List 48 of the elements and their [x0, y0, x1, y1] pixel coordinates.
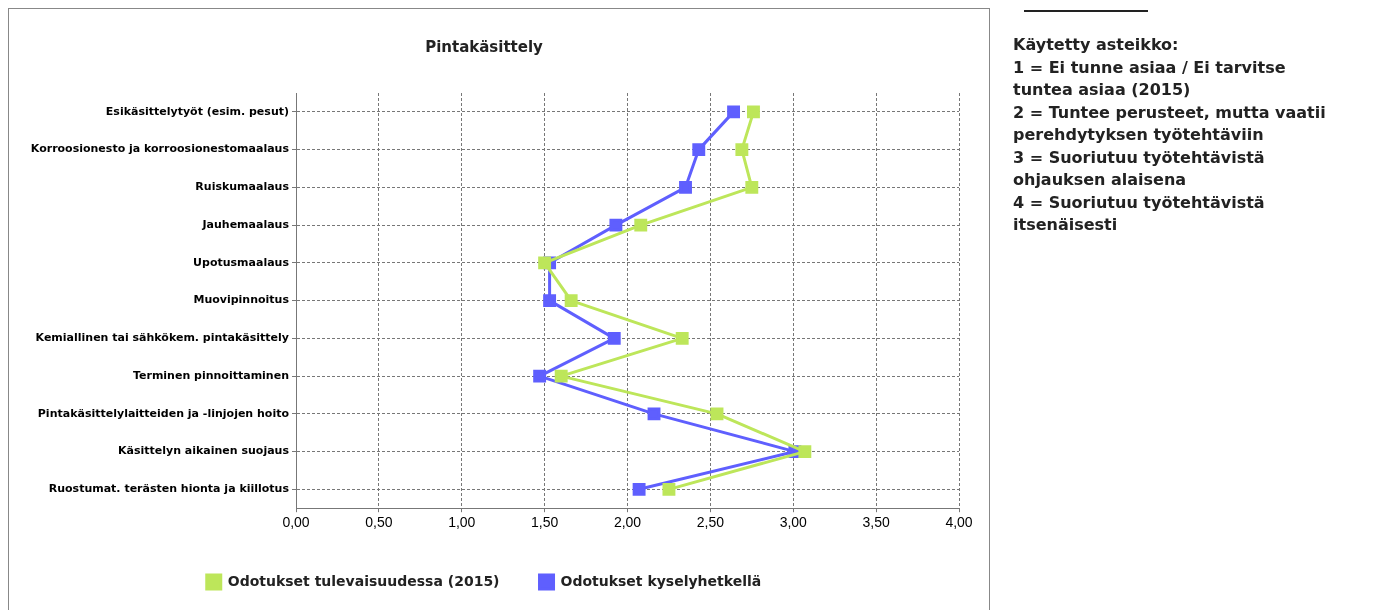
- text: Käytetty asteikko:: [1013, 34, 1180, 56]
- point: [735, 143, 749, 157]
- point: [662, 482, 676, 496]
- y-tick-label: Korroosionesto ja korroosionestomaalaus: [30, 142, 290, 156]
- legend-label: Odotukset tulevaisuudessa (2015): [227, 572, 500, 589]
- chart-title: Pintakäsittely: [425, 37, 544, 56]
- y-tick-label: Esikäsittelytyöt (esim. pesut): [105, 104, 289, 118]
- point: [609, 218, 623, 232]
- y-tick-label: Käsittelyn aikainen suojaus: [117, 444, 290, 458]
- y-tick-label: Kemiallinen tai sähkökem. pintakäsittely: [35, 331, 289, 345]
- text: 3 = Suoriutuu työtehtävistä ohjauksen alaisena: [1013, 146, 1266, 191]
- x-tick-label: 1,00: [448, 514, 476, 531]
- y-tick-label: Terminen pinnoittaminen: [132, 368, 289, 382]
- legend-label: Odotukset kyselyhetkellä: [560, 572, 762, 589]
- point: [675, 331, 689, 345]
- point: [538, 256, 552, 270]
- point: [710, 407, 724, 421]
- text: 4 = Suoriutuu työtehtävistä itsenäisesti: [1013, 191, 1266, 236]
- y-tick-label: Jauhemaalaus: [201, 217, 290, 231]
- point: [692, 143, 706, 157]
- point: [564, 294, 578, 308]
- y-tick-label: Pintakäsittelylaitteiden ja -linjojen hoito: [37, 406, 290, 420]
- point: [727, 105, 741, 119]
- x-tick-label: 4,00: [945, 514, 973, 531]
- point: [745, 180, 759, 194]
- point: [747, 105, 760, 119]
- text: 1 = Ei tunne asiaa / Ei tarvitse tuntea asiaa (2015): [1013, 56, 1287, 101]
- point: [543, 294, 557, 308]
- point: [647, 407, 661, 421]
- point: [634, 218, 648, 232]
- x-tick-label: 2,00: [613, 514, 642, 531]
- y-tick-label: Ruiskumaalaus: [195, 180, 290, 194]
- point: [607, 331, 621, 345]
- x-tick-label: 2,50: [696, 514, 725, 531]
- point: [533, 369, 547, 383]
- x-tick-label: 0,50: [365, 514, 393, 531]
- y-tick-label: Ruostumat. terästen hionta ja kiillotus: [48, 482, 290, 496]
- y-tick-label: Muovipinnoitus: [193, 293, 290, 307]
- point: [679, 180, 692, 194]
- x-tick-label: 1,50: [531, 514, 559, 531]
- point: [798, 445, 812, 459]
- x-tick-label: 3,50: [862, 514, 890, 531]
- y-tick-label: Upotusmaalaus: [193, 255, 290, 269]
- point: [632, 482, 646, 496]
- x-tick-label: 3,00: [779, 514, 808, 531]
- x-tick-label: 0,00: [282, 514, 310, 531]
- text: 2 = Tuntee perusteet, mutta vaatii perehdytyksen työtehtäviin: [1013, 101, 1327, 146]
- point: [554, 369, 568, 383]
